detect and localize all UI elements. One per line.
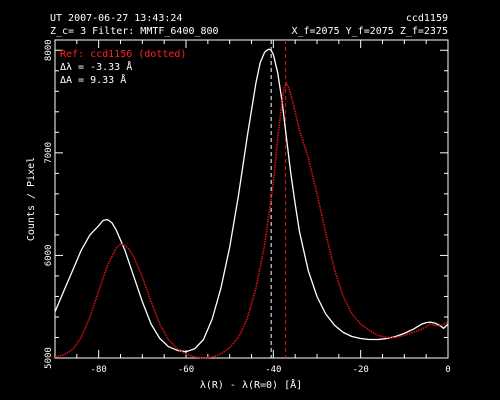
series-line-ccd1159 [54,48,449,353]
data-series [54,48,449,359]
x-axis-label: λ(R) - λ(R=0) [Å] [200,378,302,391]
reference-annotation: Ref: ccd1156 (dotted) [60,49,186,60]
y-tick-label: 5000 [44,347,54,369]
delta-lambda-annotation: Δλ = -3.33 Å [60,60,132,73]
x-tick-label: -60 [178,365,194,375]
y-tick-label: 6000 [44,245,54,267]
x-tick-label: -20 [353,365,369,375]
y-tick-label: 8000 [44,39,54,61]
x-tick-label: 0 [445,365,450,375]
header-timestamp: UT 2007-06-27 13:43:24 [50,13,182,24]
header-camera-id: ccd1159 [406,13,448,24]
delta-a-annotation: ΔA = 9.33 Å [60,73,126,86]
y-axis-label: Counts / Pixel [26,157,37,241]
y-tick-label: 7000 [44,142,54,164]
axis-tick-labels: -80 -60 -40 -20 0 5000 6000 7000 8000 [44,39,451,375]
peak-marker-lines [270,40,287,358]
x-tick-label: -80 [91,365,107,375]
header-focus-positions: X_f=2075 Y_f=2075 Z_f=2375 [291,26,448,37]
header-filter-info: Z_c= 3 Filter: MMTF_6400_800 [50,26,219,37]
x-tick-label: -40 [265,365,281,375]
